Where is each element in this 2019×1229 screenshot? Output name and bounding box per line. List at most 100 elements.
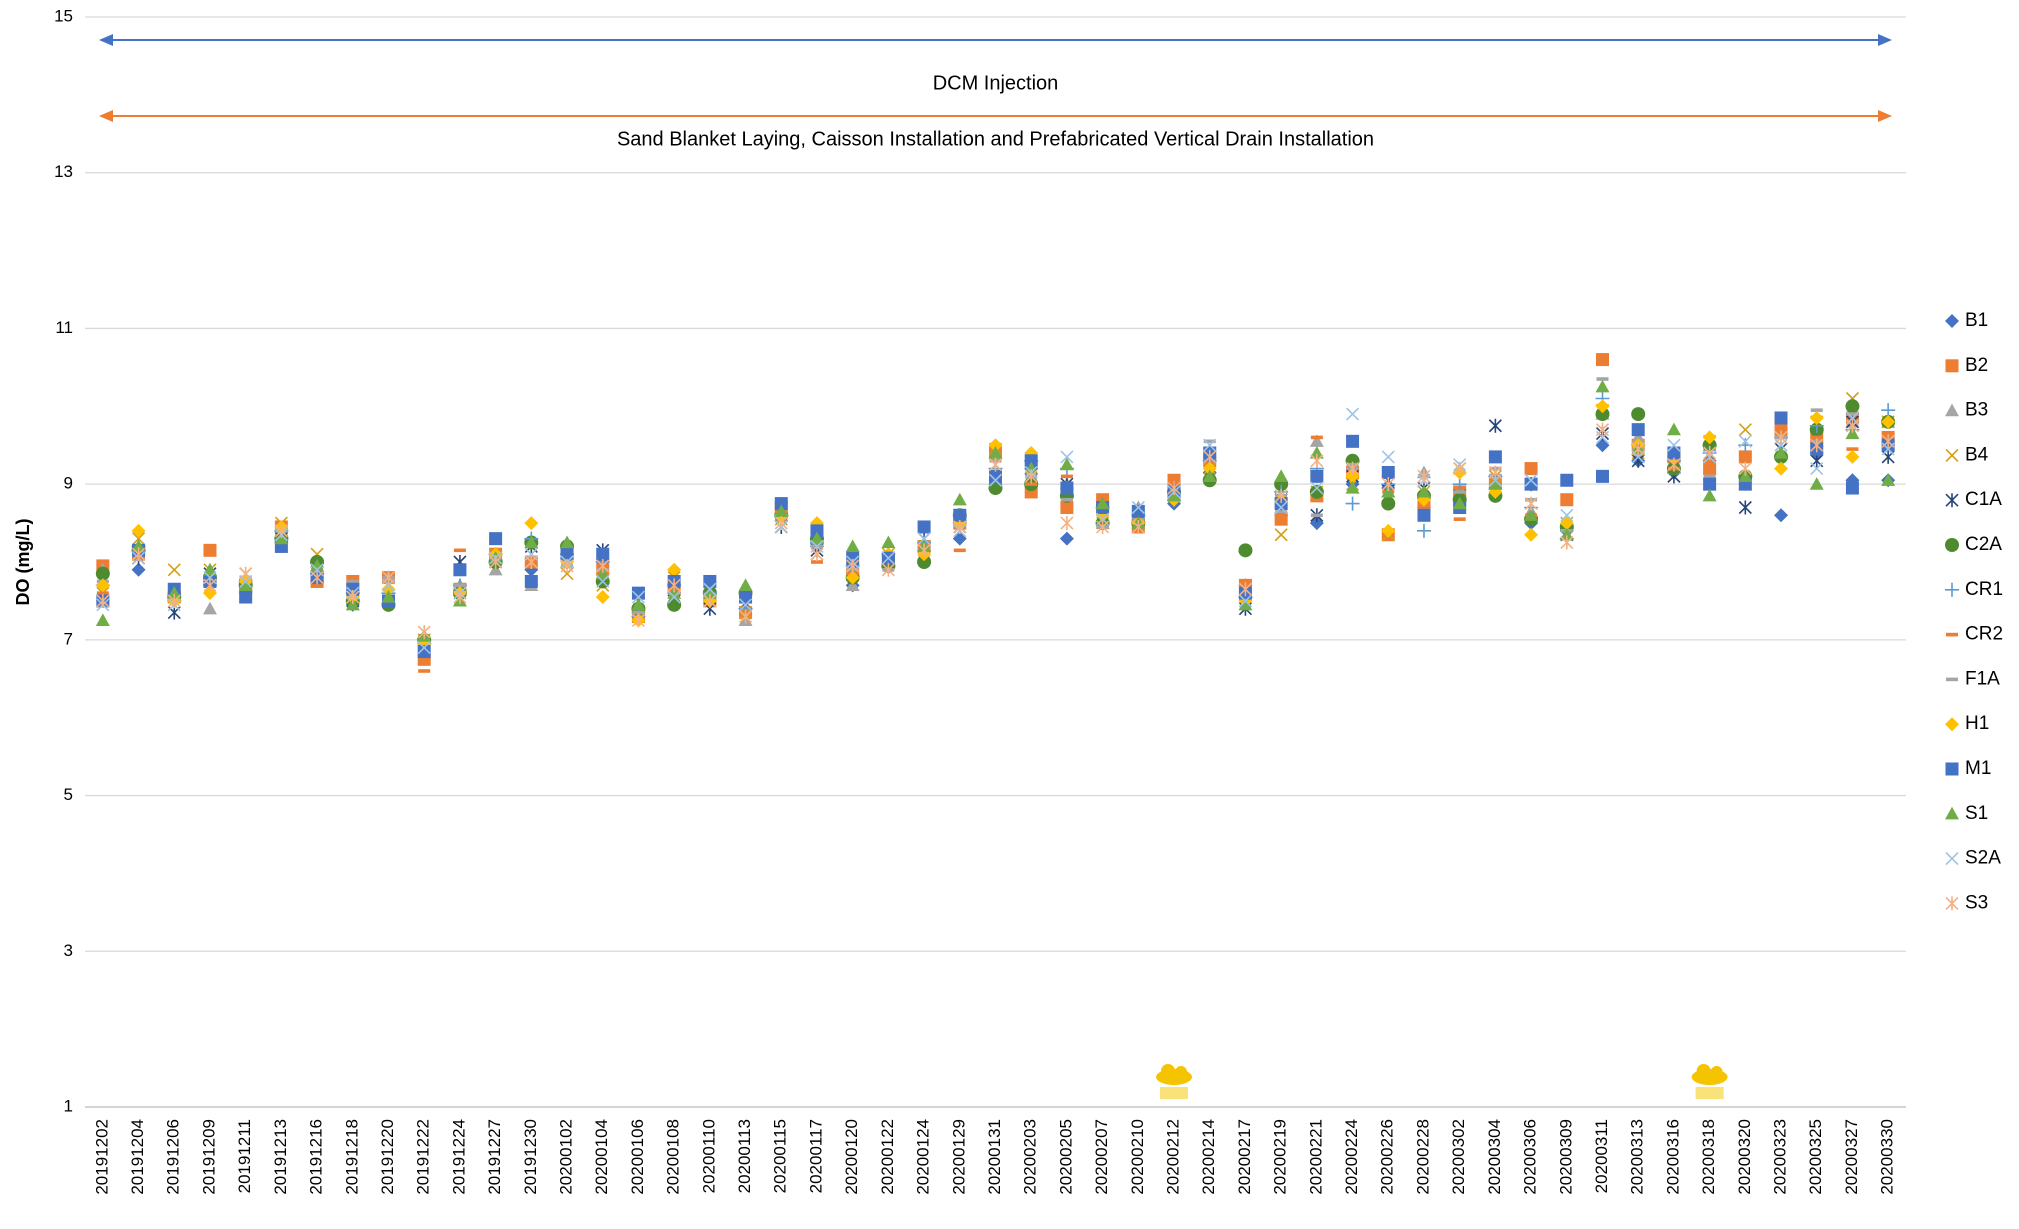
- marker: [1131, 504, 1145, 518]
- marker: [274, 523, 288, 538]
- series: [95, 399, 1896, 651]
- marker: [596, 574, 610, 589]
- marker: [274, 531, 289, 545]
- marker: [1417, 469, 1431, 484]
- marker: [631, 590, 646, 604]
- marker: [239, 566, 253, 581]
- marker: [310, 570, 324, 585]
- marker: [703, 574, 717, 588]
- marker: [1453, 490, 1466, 494]
- marker: [1309, 484, 1324, 499]
- marker: [345, 597, 360, 611]
- marker: [346, 579, 359, 584]
- legend-label: B4: [1965, 444, 1989, 465]
- x-tick-label: 20191216: [307, 1119, 326, 1195]
- series: [96, 377, 1895, 654]
- x-tick-label: 20191206: [164, 1119, 183, 1195]
- x-tick-label: 20191222: [414, 1119, 433, 1195]
- cloud: [1696, 1064, 1711, 1078]
- marker: [1881, 403, 1896, 418]
- x-tick-label: 20200129: [949, 1119, 968, 1195]
- marker: [381, 590, 396, 603]
- marker: [1488, 465, 1502, 480]
- legend-label: CR2: [1965, 624, 2003, 645]
- marker: [667, 586, 682, 599]
- marker: [631, 613, 646, 628]
- series: [96, 361, 1895, 673]
- marker: [1381, 465, 1395, 479]
- marker: [1631, 442, 1645, 457]
- legend-marker: [1945, 403, 1959, 417]
- marker: [774, 516, 788, 531]
- marker: [1238, 543, 1253, 558]
- marker: [1310, 435, 1323, 440]
- marker: [96, 591, 109, 595]
- marker: [95, 613, 110, 626]
- marker: [917, 532, 931, 546]
- marker: [1059, 531, 1074, 546]
- marker: [1238, 597, 1253, 611]
- marker: [1666, 422, 1681, 436]
- marker: [524, 555, 538, 569]
- annotation-text: DCM Injection: [933, 72, 1059, 94]
- marker: [310, 558, 325, 572]
- marker: [1524, 508, 1539, 521]
- marker: [524, 516, 539, 531]
- marker: [596, 558, 610, 573]
- marker: [988, 473, 1003, 487]
- x-tick-label: 20200304: [1485, 1119, 1504, 1195]
- marker: [560, 547, 574, 561]
- x-tick-label: 20200102: [557, 1119, 576, 1195]
- marker: [1560, 535, 1574, 550]
- x-tick-label: 20191211: [235, 1119, 254, 1193]
- marker: [1309, 446, 1324, 459]
- marker: [131, 562, 146, 577]
- legend-label: CR1: [1965, 579, 2003, 600]
- marker: [1703, 462, 1717, 476]
- marker: [667, 562, 682, 577]
- marker: [1345, 461, 1360, 476]
- marker: [453, 583, 466, 588]
- y-tick-label: 11: [55, 318, 73, 337]
- marker: [238, 578, 253, 591]
- marker: [1416, 523, 1431, 538]
- marker: [703, 593, 717, 608]
- marker: [95, 566, 110, 581]
- marker: [167, 593, 181, 608]
- annotation-text: Sand Blanket Laying, Caisson Installatio…: [617, 128, 1374, 150]
- marker: [1703, 458, 1716, 463]
- marker: [1524, 496, 1538, 511]
- marker: [1381, 484, 1396, 498]
- marker: [988, 446, 1003, 459]
- x-tick-label: 20200124: [914, 1119, 933, 1195]
- marker: [1416, 484, 1431, 498]
- cloud: [1161, 1064, 1176, 1078]
- marker: [1346, 434, 1360, 448]
- marker: [1131, 500, 1145, 515]
- x-tick-label: 20191220: [378, 1119, 397, 1195]
- marker: [1274, 469, 1289, 482]
- marker: [131, 539, 146, 553]
- marker: [917, 520, 931, 534]
- marker: [1238, 594, 1253, 608]
- marker: [524, 535, 539, 549]
- arrow-head: [99, 34, 113, 46]
- x-tick-label: 20191202: [92, 1119, 111, 1195]
- marker: [1452, 477, 1467, 492]
- marker: [1703, 446, 1717, 460]
- marker: [167, 586, 182, 599]
- legend-marker: [1945, 896, 1959, 911]
- marker: [1846, 412, 1859, 416]
- x-tick-label: 20200120: [842, 1119, 861, 1195]
- arrow-head: [1878, 34, 1892, 46]
- marker: [1167, 481, 1181, 496]
- marker: [1202, 461, 1217, 476]
- marker: [1274, 497, 1288, 511]
- marker: [989, 469, 1002, 483]
- marker: [453, 548, 466, 553]
- x-tick-label: 20200226: [1378, 1119, 1397, 1195]
- marker: [953, 519, 967, 534]
- marker: [489, 532, 503, 546]
- marker: [1274, 528, 1288, 542]
- marker: [738, 578, 753, 591]
